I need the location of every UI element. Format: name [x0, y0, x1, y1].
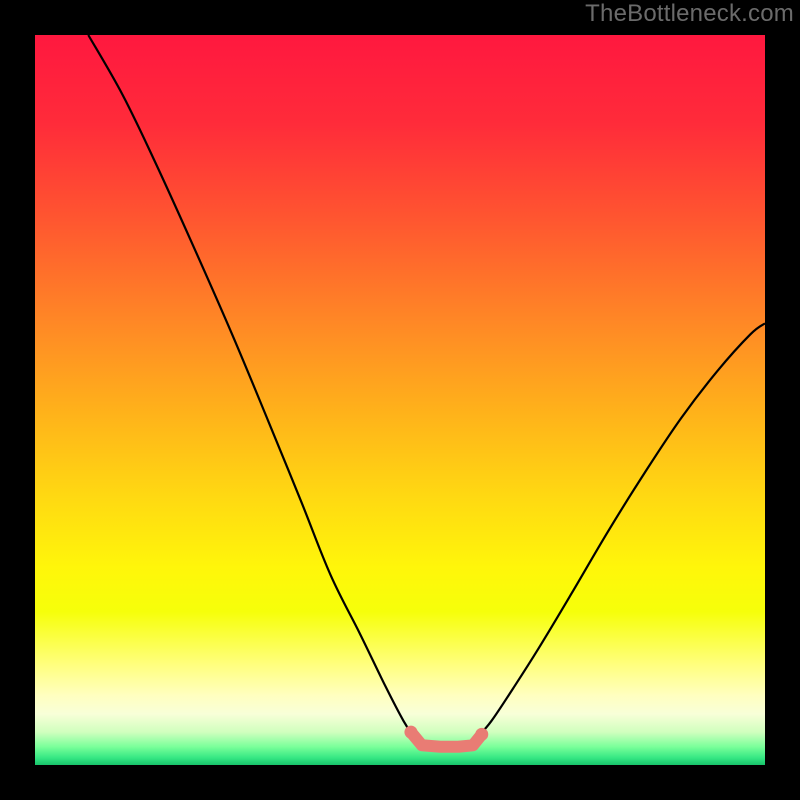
bottom-marker-dot-right [475, 728, 488, 741]
plot-background [35, 35, 765, 765]
bottleneck-chart: TheBottleneck.com [0, 0, 800, 800]
bottom-marker-dot-left [404, 726, 417, 739]
chart-svg [0, 0, 800, 800]
